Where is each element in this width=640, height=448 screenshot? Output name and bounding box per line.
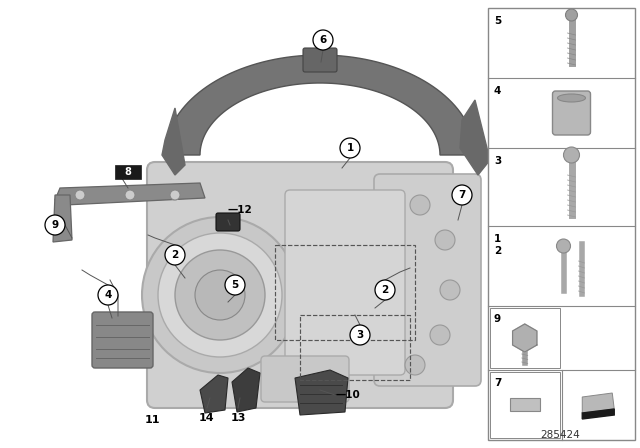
Circle shape [225,275,245,295]
Circle shape [435,230,455,250]
Circle shape [405,355,425,375]
Circle shape [195,270,245,320]
Circle shape [340,138,360,158]
Circle shape [142,217,298,373]
Text: 3: 3 [494,156,501,166]
FancyBboxPatch shape [285,190,405,375]
FancyBboxPatch shape [147,162,453,408]
Text: 5: 5 [232,280,239,290]
Text: —10: —10 [335,390,360,400]
Text: 2: 2 [172,250,179,260]
Circle shape [98,285,118,305]
Text: 11: 11 [144,415,160,425]
FancyBboxPatch shape [303,48,337,72]
Text: 2: 2 [381,285,388,295]
Polygon shape [582,393,614,413]
Text: 8: 8 [125,167,131,177]
FancyBboxPatch shape [115,165,141,179]
Bar [300,315,410,380]
Polygon shape [55,183,205,205]
Text: 1
2: 1 2 [494,234,501,256]
Text: 4: 4 [494,86,501,96]
Polygon shape [165,55,475,155]
Circle shape [430,325,450,345]
Text: 6: 6 [319,35,326,45]
Circle shape [563,147,579,163]
Ellipse shape [557,94,586,102]
Text: —12: —12 [228,205,253,215]
Circle shape [410,195,430,215]
Circle shape [452,185,472,205]
Circle shape [557,239,570,253]
FancyBboxPatch shape [509,398,540,411]
Bar [490,372,559,438]
Text: 285424: 285424 [540,430,580,440]
Text: 9: 9 [51,220,59,230]
Circle shape [165,245,185,265]
Text: 9: 9 [494,314,501,324]
FancyBboxPatch shape [374,174,481,386]
Text: 4: 4 [104,290,112,300]
Bar [490,308,559,368]
Circle shape [170,190,180,200]
Polygon shape [53,195,72,242]
Polygon shape [460,100,490,175]
FancyBboxPatch shape [261,356,349,402]
Circle shape [125,190,135,200]
Text: 7: 7 [494,378,501,388]
Polygon shape [513,324,537,352]
Bar [488,8,635,440]
Polygon shape [582,409,614,419]
Circle shape [175,250,265,340]
Circle shape [45,215,65,235]
Circle shape [440,280,460,300]
FancyBboxPatch shape [552,91,591,135]
Polygon shape [162,108,185,175]
Circle shape [313,30,333,50]
Text: 14: 14 [199,413,215,423]
FancyBboxPatch shape [92,312,153,368]
Text: 13: 13 [230,413,246,423]
Bar [275,245,415,340]
Text: 1: 1 [346,143,354,153]
FancyBboxPatch shape [216,213,240,231]
Circle shape [75,190,85,200]
Polygon shape [232,368,260,412]
Text: 7: 7 [458,190,466,200]
Text: 5: 5 [494,16,501,26]
Polygon shape [200,375,228,413]
Circle shape [158,233,282,357]
Text: 3: 3 [356,330,364,340]
Circle shape [375,280,395,300]
Circle shape [566,9,577,21]
Circle shape [350,325,370,345]
Polygon shape [295,370,348,415]
